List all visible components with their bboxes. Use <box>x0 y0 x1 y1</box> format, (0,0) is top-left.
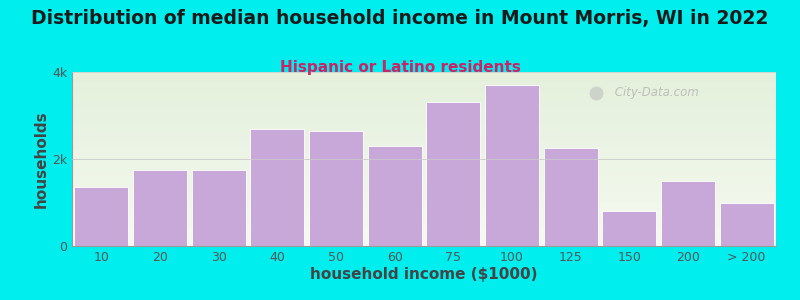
Text: Distribution of median household income in Mount Morris, WI in 2022: Distribution of median household income … <box>31 9 769 28</box>
Bar <box>661 181 715 246</box>
Bar <box>309 131 363 246</box>
Bar <box>426 102 480 246</box>
Bar <box>133 170 187 246</box>
Bar <box>192 170 246 246</box>
Bar <box>602 211 656 246</box>
Text: City-Data.com: City-Data.com <box>610 86 698 99</box>
Bar <box>485 85 539 246</box>
Bar <box>250 128 304 246</box>
Y-axis label: households: households <box>34 110 50 208</box>
X-axis label: household income ($1000): household income ($1000) <box>310 267 538 282</box>
Bar <box>74 187 128 246</box>
Bar <box>544 148 598 246</box>
Text: Hispanic or Latino residents: Hispanic or Latino residents <box>279 60 521 75</box>
Bar <box>368 146 422 246</box>
Bar <box>720 203 774 246</box>
